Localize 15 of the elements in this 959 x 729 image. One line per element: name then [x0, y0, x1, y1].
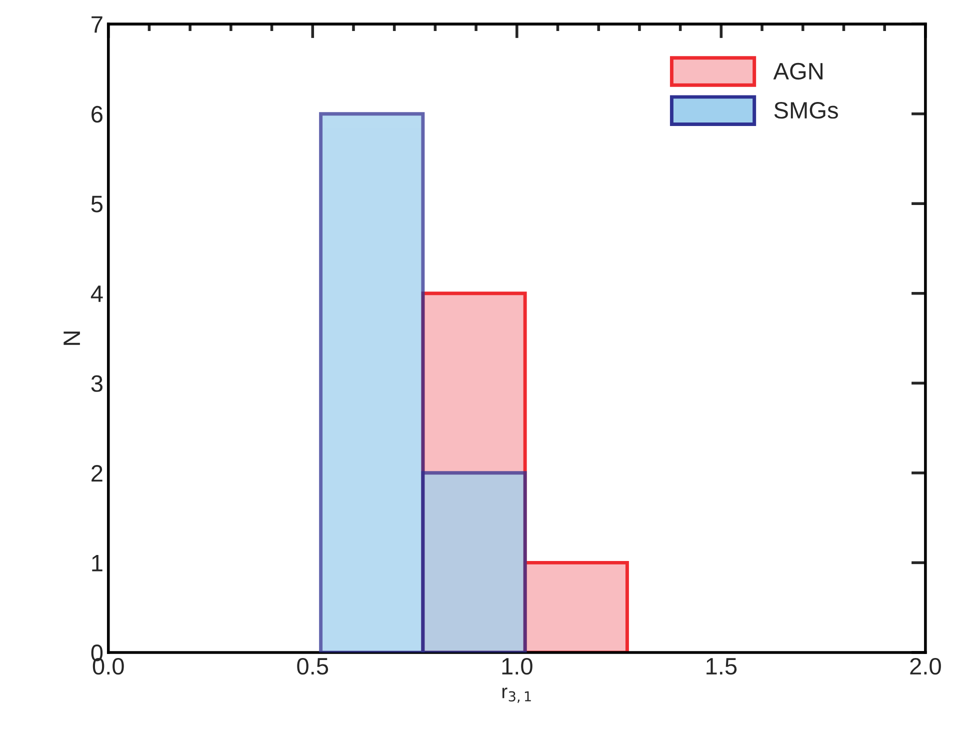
x-axis-title: r$_{3,1}$ [502, 688, 531, 703]
x-tick-label: 1.0 [502, 658, 532, 675]
legend-label: SMGs [774, 102, 838, 119]
y-tick-label: 1 [92, 554, 102, 572]
x-tick-label: 2.0 [910, 658, 941, 675]
y-tick-label: 2 [92, 464, 102, 482]
legend-label: AGN [773, 62, 822, 80]
y-tick-label: 4 [90, 286, 103, 302]
y-tick-label: 7 [92, 16, 102, 33]
y-tick-label: 6 [92, 106, 102, 123]
x-tick-label: 1.5 [706, 658, 737, 675]
y-tick-label: 3 [91, 375, 102, 392]
y-tick-label: 5 [91, 196, 103, 212]
y-axis-title: N [64, 332, 80, 345]
x-tick-label: 0.5 [297, 658, 328, 675]
